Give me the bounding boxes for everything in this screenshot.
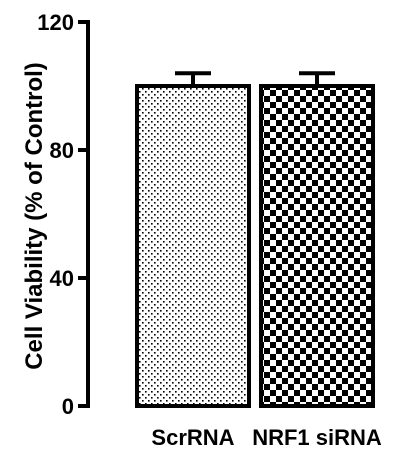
- y-tick-label-120: 120: [37, 10, 74, 35]
- y-axis-title: Cell Viability (% of Control): [21, 62, 48, 370]
- x-axis-labels: ScrRNA NRF1 siRNA: [151, 425, 381, 450]
- category-label-1: ScrRNA: [151, 425, 234, 450]
- y-tick-label-80: 80: [50, 138, 74, 163]
- category-label-2: NRF1 siRNA: [252, 425, 382, 450]
- y-tick-label-40: 40: [50, 266, 74, 291]
- y-tick-label-0: 0: [62, 394, 74, 419]
- bars-layer: [135, 84, 375, 408]
- y-axis: 0 40 80 120: [37, 10, 90, 419]
- bar-1: [135, 84, 251, 408]
- bar-2: [259, 84, 375, 408]
- error-bars-layer: [175, 71, 335, 86]
